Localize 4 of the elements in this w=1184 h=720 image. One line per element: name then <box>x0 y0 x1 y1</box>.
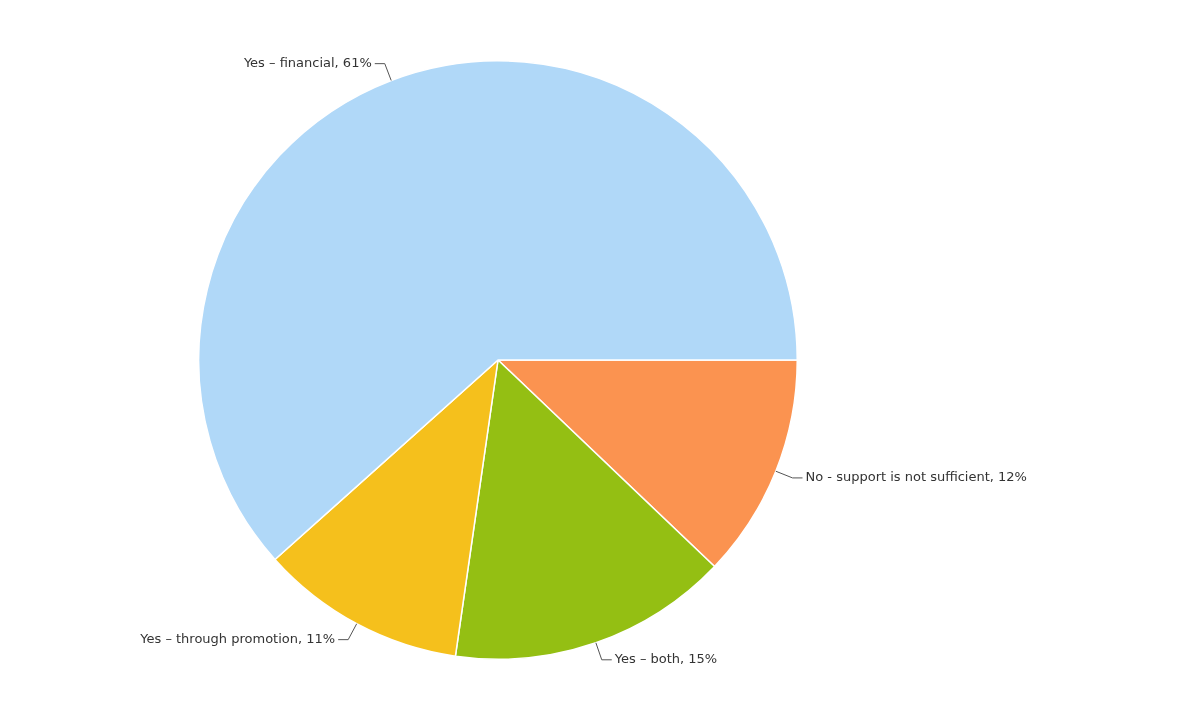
slice-label: Yes – through promotion, 11% <box>139 631 336 647</box>
slice-label: No - support is not sufficient, 12% <box>805 469 1027 485</box>
slice-label: Yes – both, 15% <box>613 651 718 667</box>
slice-label: Yes – financial, 61% <box>242 55 372 71</box>
